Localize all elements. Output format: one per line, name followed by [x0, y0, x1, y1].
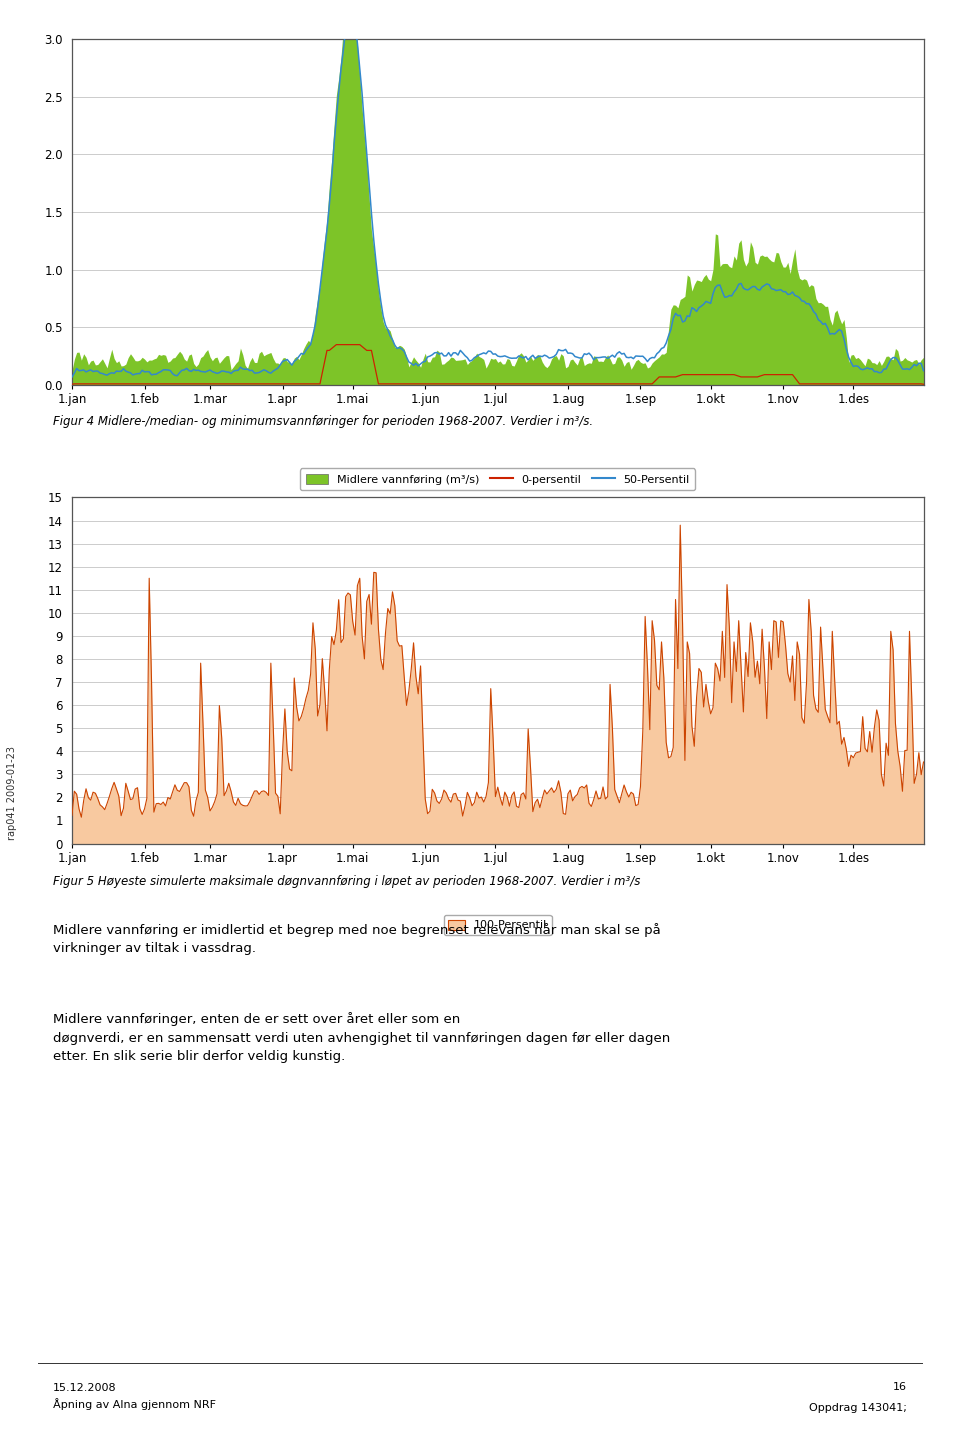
Legend: 100-Persentil: 100-Persentil: [444, 916, 552, 934]
Text: Oppdrag 143041;: Oppdrag 143041;: [809, 1403, 907, 1413]
Text: Midlere vannføringer, enten de er sett over året eller som en
døgnverdi, er en s: Midlere vannføringer, enten de er sett o…: [53, 1012, 670, 1063]
Text: 15.12.2008
Åpning av Alna gjennom NRF: 15.12.2008 Åpning av Alna gjennom NRF: [53, 1383, 216, 1410]
Text: Figur 4 Midlere-/median- og minimumsvannføringer for perioden 1968-2007. Verdier: Figur 4 Midlere-/median- og minimumsvann…: [53, 415, 593, 428]
Text: Figur 5 Høyeste simulerte maksimale døgnvannføring i løpet av perioden 1968-2007: Figur 5 Høyeste simulerte maksimale døgn…: [53, 875, 640, 888]
Text: rap041 2009-01-23: rap041 2009-01-23: [7, 746, 16, 841]
Text: Midlere vannføring er imidlertid et begrep med noe begrenset relevans når man sk: Midlere vannføring er imidlertid et begr…: [53, 923, 660, 956]
Legend: Midlere vannføring (m³/s), 0-persentil, 50-Persentil: Midlere vannføring (m³/s), 0-persentil, …: [300, 469, 695, 490]
Text: 16: 16: [893, 1381, 907, 1392]
